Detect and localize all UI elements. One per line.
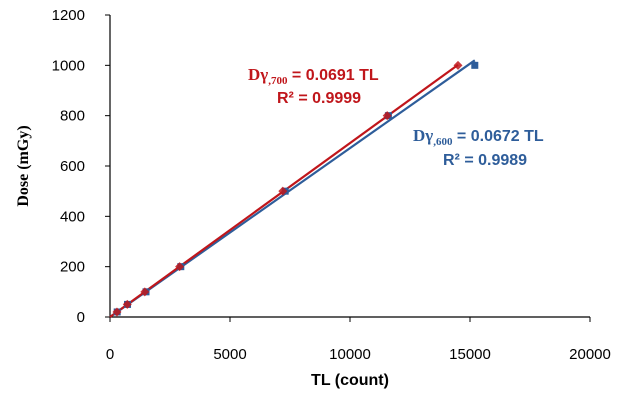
x-tick-label: 10000 [329, 346, 371, 363]
x-tick-label: 20000 [569, 346, 611, 363]
y-tick-label: 0 [77, 309, 85, 326]
data-point-series-1 [112, 307, 122, 317]
data-point-series-1 [122, 299, 132, 309]
data-point-series-1 [140, 287, 150, 297]
r-squared-600: R² = 0.9989 [443, 152, 527, 169]
x-axis-label: TL (count) [311, 372, 389, 389]
x-tick-label: 0 [106, 346, 114, 363]
data-points [112, 60, 479, 317]
equation-700: Dγ,700 = 0.0691 TL [248, 65, 379, 87]
fit-annotation-700: Dγ,700 = 0.0691 TL R² = 0.9999 [248, 65, 379, 107]
y-tick-label: 600 [60, 158, 85, 175]
tick-group: 0 5000 10000 15000 20000 0 200 400 600 800 1000 120… [52, 7, 611, 363]
x-tick-label: 15000 [449, 346, 491, 363]
data-point-series-1 [278, 186, 288, 196]
data-point-series-1 [382, 111, 392, 121]
x-tick-label: 5000 [213, 346, 246, 363]
y-tick-label: 800 [60, 108, 85, 125]
y-tick-label: 1200 [52, 7, 85, 24]
fit-annotation-600: Dγ,600 = 0.0672 TL R² = 0.9989 [413, 126, 544, 169]
data-point-series-1 [175, 262, 185, 272]
data-point-series-0 [471, 61, 479, 69]
r-squared-700: R² = 0.9999 [277, 90, 361, 107]
equation-600: Dγ,600 = 0.0672 TL [413, 126, 544, 148]
data-point-series-1 [453, 60, 463, 70]
y-tick-label: 400 [60, 208, 85, 225]
y-tick-label: 1000 [52, 57, 85, 74]
y-tick-label: 200 [60, 259, 85, 276]
y-axis-label: Dose (mGy) [15, 125, 32, 206]
